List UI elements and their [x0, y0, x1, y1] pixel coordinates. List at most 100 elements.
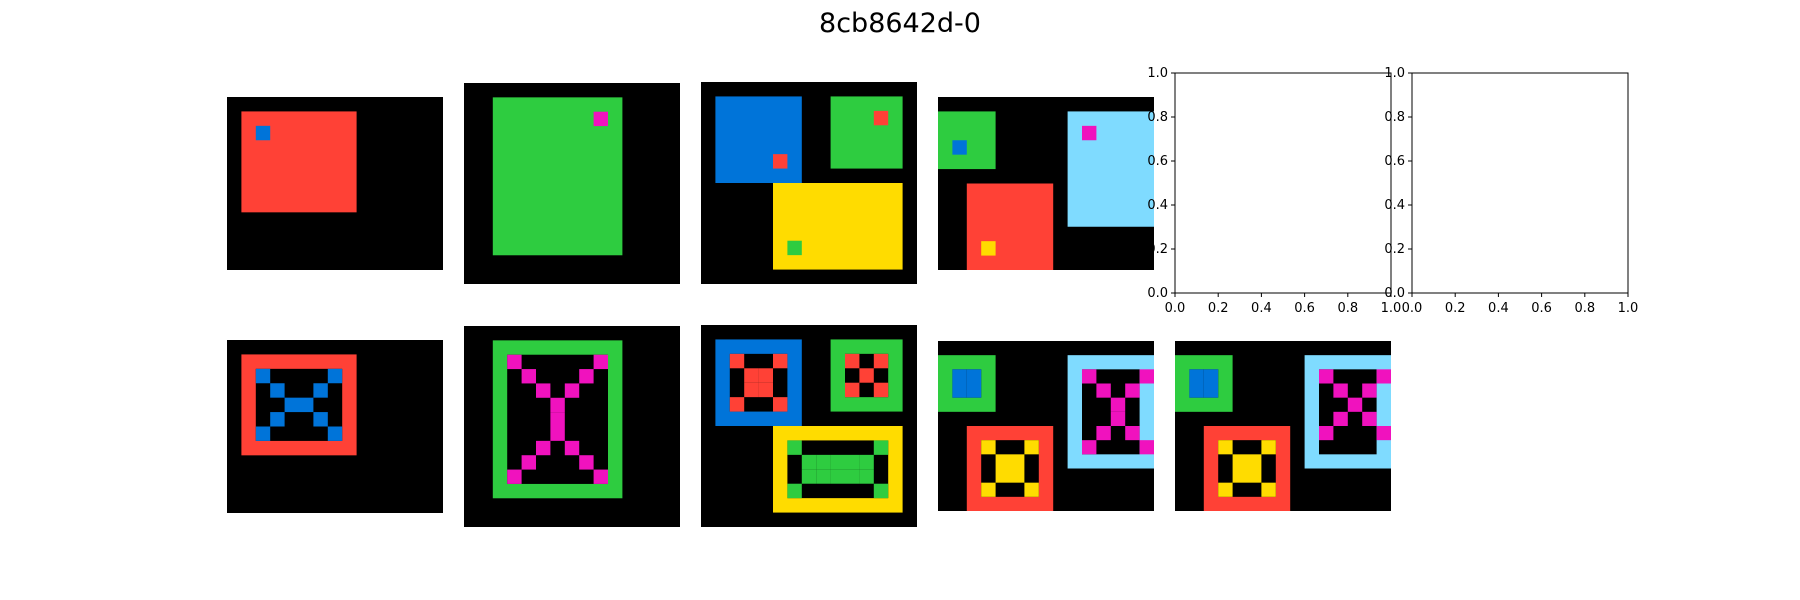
y-tick-label: 0.6: [1384, 154, 1405, 169]
grid-cell: [1203, 369, 1219, 384]
y-tick-label: 0.8: [1384, 110, 1405, 125]
grid-cell: [1362, 411, 1377, 426]
grid-cell: [521, 455, 536, 470]
x-tick-label: 0.8: [1337, 301, 1358, 316]
y-tick-label: 0.6: [1147, 154, 1168, 169]
grid-cell: [579, 369, 594, 384]
grid-cell: [327, 368, 343, 384]
grid-block: [1067, 111, 1154, 227]
grid-cell: [1376, 426, 1391, 441]
grid-cell: [1203, 383, 1219, 398]
figure-title: 8cb8642d-0: [819, 8, 981, 39]
grid-cell: [1096, 426, 1111, 441]
grid-cell: [773, 397, 788, 412]
grid-cell: [593, 354, 608, 370]
grid-cell: [859, 454, 874, 470]
train-1-input-panel: [227, 97, 443, 270]
grid-cell: [1024, 440, 1039, 455]
x-tick-label: 0.0: [1402, 301, 1423, 316]
x-tick-label: 0.0: [1165, 301, 1186, 316]
grid-cell: [1319, 426, 1334, 441]
grid-cell: [859, 469, 874, 484]
x-tick-label: 0.4: [1251, 301, 1272, 316]
grid-cell: [1362, 383, 1377, 398]
grid-cell: [1189, 369, 1204, 384]
grid-cell: [270, 412, 285, 427]
grid-cell: [313, 412, 328, 427]
grid-cell: [579, 455, 594, 470]
grid-cell: [873, 382, 889, 398]
grid-block: [773, 154, 788, 169]
grid-block: [952, 140, 967, 155]
grid-cell: [966, 369, 982, 384]
grid-cell: [507, 469, 522, 484]
grid-block: [787, 240, 802, 256]
y-tick-label: 0.4: [1147, 198, 1168, 213]
grid-block: [773, 183, 903, 270]
grid-cell: [845, 469, 860, 484]
grid-cell: [801, 454, 817, 470]
grid-cell: [255, 426, 271, 441]
grid-cell: [816, 454, 831, 470]
grid-cell: [729, 353, 745, 369]
grid-block: [1082, 125, 1097, 141]
x-tick-label: 1.0: [1618, 301, 1639, 316]
grid-cell: [801, 469, 817, 484]
grid-cell: [1139, 440, 1154, 455]
grid-cell: [564, 440, 580, 456]
grid-cell: [845, 382, 860, 398]
empty-axes-1-panel: 0.0 0.2 0.4 0.6 0.8 1.0 0.0 0.2 0.4 0.6 0.8 1.0: [1147, 66, 1401, 316]
grid-cell: [1218, 440, 1233, 455]
grid-cell: [1376, 369, 1391, 384]
grid-cell: [1125, 426, 1140, 441]
x-tick-label: 0.2: [1208, 301, 1229, 316]
grid-cell: [1261, 440, 1276, 455]
grid-cell: [830, 469, 845, 484]
grid-cell: [952, 383, 967, 398]
grid-cell: [845, 353, 860, 369]
grid-cell: [1110, 411, 1126, 426]
y-tick-label: 1.0: [1147, 66, 1168, 81]
grid-cell: [830, 454, 845, 470]
grid-cell: [859, 368, 874, 383]
grid-cell: [507, 354, 522, 370]
y-tick-label: 0.2: [1147, 242, 1168, 257]
empty-axes-2-panel: 0.0 0.2 0.4 0.6 0.8 1.00.00.20.40.60.81.0: [1384, 66, 1638, 316]
candidate-2-panel: [1175, 341, 1391, 511]
grid-cell: [873, 483, 889, 499]
grid-cell: [1333, 383, 1348, 398]
candidate-1-panel: [938, 341, 1154, 511]
grid-cell: [1024, 482, 1039, 497]
grid-cell: [1096, 383, 1111, 398]
grid-block: [981, 241, 996, 256]
grid-cell: [966, 383, 982, 398]
y-tick-label: 0.4: [1384, 198, 1405, 213]
grid-cell: [1139, 369, 1154, 384]
grid-cell: [995, 454, 1010, 469]
grid-cell: [255, 368, 271, 384]
grid-cell: [1189, 383, 1204, 398]
grid-cell: [1110, 397, 1126, 412]
grid-cell: [550, 412, 565, 427]
grid-block: [715, 96, 802, 183]
grid-cell: [564, 383, 580, 398]
grid-cell: [550, 397, 565, 413]
x-tick-label: 0.4: [1488, 301, 1509, 316]
y-tick-label: 0.0: [1147, 286, 1168, 301]
grid-cell: [593, 469, 608, 484]
grid-block: [966, 183, 1054, 270]
grid-cell: [1082, 440, 1097, 455]
grid-cell: [981, 482, 996, 497]
grid-cell: [1232, 454, 1247, 469]
grid-cell: [744, 368, 759, 383]
y-tick-label: 0.0: [1384, 286, 1405, 301]
grid-cell: [327, 426, 343, 441]
train-1-output-panel: [227, 340, 443, 513]
x-tick-label: 0.6: [1531, 301, 1552, 316]
train-3-input-panel: [701, 82, 917, 284]
grid-cell: [758, 382, 773, 398]
x-tick-label: 0.6: [1294, 301, 1315, 316]
grid-cell: [536, 383, 551, 398]
axes-frame: [1411, 72, 1629, 294]
